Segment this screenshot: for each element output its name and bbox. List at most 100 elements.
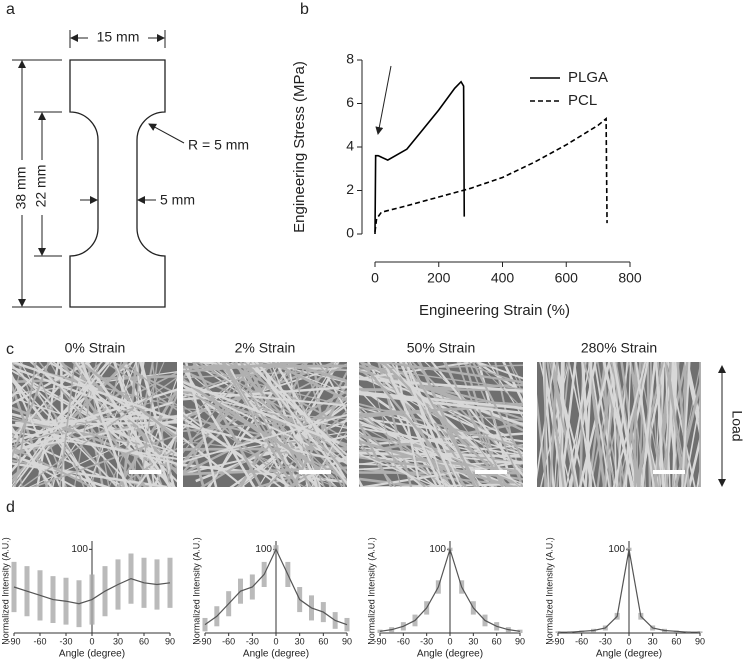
fiber	[549, 362, 559, 487]
fiber	[201, 362, 347, 464]
x-tick-label: -60	[222, 636, 235, 646]
series-line	[374, 117, 608, 232]
fiber	[359, 477, 435, 487]
fiber	[612, 362, 637, 487]
fiber	[612, 362, 647, 487]
x-tick-label: 800	[618, 270, 642, 286]
fiber	[471, 362, 523, 463]
fiber	[405, 362, 462, 487]
fiber	[115, 362, 126, 487]
x-tick-label: 0	[273, 636, 278, 646]
fiber	[12, 362, 104, 436]
fiber	[382, 362, 452, 487]
fiber	[671, 362, 678, 487]
y-tick-label: 100	[429, 544, 446, 555]
fiber	[359, 423, 523, 464]
y-tick-label: 100	[71, 544, 88, 555]
fiber	[674, 375, 701, 487]
fiber	[32, 362, 85, 487]
fiber	[12, 363, 177, 408]
y-tick-label: 4	[346, 138, 354, 154]
fiber	[383, 362, 523, 458]
fiber	[546, 362, 565, 487]
fiber	[60, 362, 147, 487]
fiber	[359, 424, 427, 487]
panel-label: c	[6, 341, 14, 358]
fiber	[664, 362, 687, 487]
fiber	[183, 416, 293, 487]
x-axis-label: Angle (degree)	[417, 649, 483, 660]
x-axis-label: Angle (degree)	[59, 649, 125, 660]
fiber	[359, 456, 523, 481]
x-tick-label: -30	[599, 636, 612, 646]
panel-label: d	[6, 499, 15, 516]
fiber	[12, 362, 109, 487]
fiber	[359, 453, 439, 487]
fiber	[359, 478, 364, 487]
image-title: 0% Strain	[65, 340, 126, 356]
fiber	[12, 421, 177, 427]
sem-image	[359, 362, 523, 487]
image-title: 280% Strain	[581, 340, 657, 356]
fiber	[135, 433, 177, 487]
x-tick-label: 30	[295, 636, 305, 646]
fiber	[555, 362, 579, 487]
fiber	[266, 362, 340, 487]
fibers	[359, 362, 523, 487]
fiber	[359, 417, 523, 443]
fiber	[16, 362, 67, 487]
dim-label: 22 mm	[33, 165, 49, 208]
mean-line	[13, 577, 171, 605]
fiber	[270, 362, 322, 487]
panel-label: a	[6, 1, 15, 18]
fiber	[80, 362, 129, 487]
x-tick-label: 600	[555, 270, 579, 286]
image-title: 2% Strain	[235, 340, 296, 356]
fiber	[685, 362, 701, 432]
x-tick-label: -90	[198, 636, 211, 646]
fiber	[540, 362, 570, 487]
fiber	[373, 362, 523, 384]
fiber	[442, 362, 508, 487]
y-tick-label: 2	[346, 181, 354, 197]
fiber	[183, 379, 335, 479]
dim-label: 15 mm	[97, 29, 140, 45]
fiber	[71, 362, 177, 469]
fiber	[359, 440, 397, 487]
fiber	[543, 362, 564, 487]
fiber	[12, 362, 83, 441]
sem-image	[537, 362, 701, 487]
fiber	[303, 362, 346, 487]
fiber	[676, 362, 691, 487]
fiber	[183, 436, 246, 487]
fiber	[12, 426, 53, 487]
x-axis-label: Angle (degree)	[596, 649, 662, 660]
fiber	[151, 362, 171, 487]
fiber	[28, 418, 177, 487]
fiber	[183, 405, 306, 487]
fiber	[12, 366, 177, 431]
x-tick-label: 60	[671, 636, 681, 646]
y-axis-label: Normalized Intensity (A.U.)	[544, 537, 554, 645]
fiber	[672, 362, 688, 487]
fiber	[455, 362, 523, 385]
fiber	[112, 362, 164, 487]
fiber	[12, 362, 92, 405]
fiber	[12, 446, 94, 487]
fiber	[183, 411, 282, 487]
fiber	[359, 460, 523, 487]
fiber	[12, 363, 135, 487]
fiber	[603, 362, 626, 487]
y-tick-label: 100	[255, 544, 272, 555]
fiber	[202, 362, 347, 448]
fiber	[630, 362, 645, 487]
fiber	[303, 431, 347, 487]
fiber	[12, 362, 50, 460]
fiber	[291, 379, 347, 487]
fiber	[581, 362, 593, 487]
fiber	[12, 430, 177, 460]
x-tick-label: 30	[648, 636, 658, 646]
fiber	[108, 362, 165, 487]
legend-label: PCL	[568, 92, 597, 109]
